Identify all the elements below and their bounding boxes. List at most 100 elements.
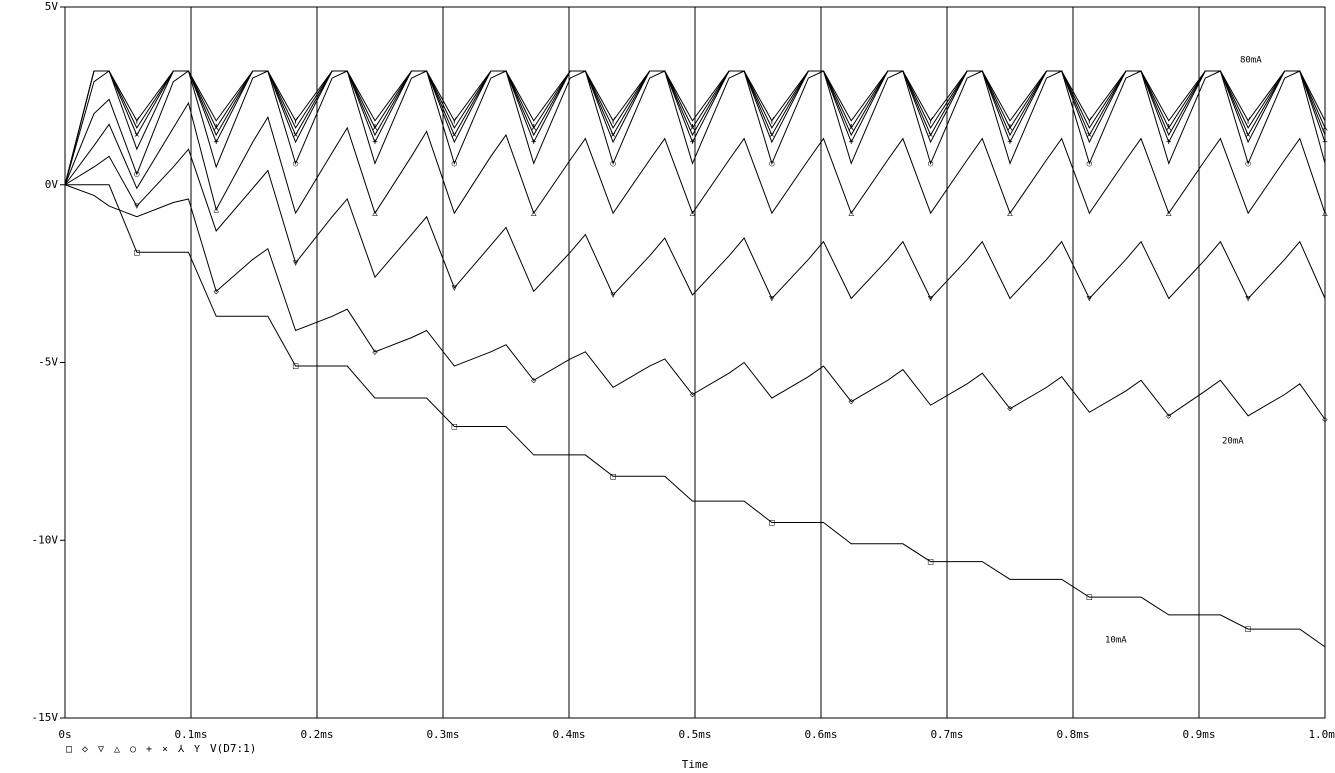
series-marker: □ — [452, 422, 458, 432]
series-marker: □ — [610, 472, 616, 482]
series-marker: △ — [690, 209, 696, 219]
series-marker: ◇ — [1166, 411, 1172, 421]
series-marker: △ — [1166, 209, 1172, 219]
series-marker: × — [928, 130, 933, 140]
legend-marker: ○ — [130, 744, 136, 755]
legend-marker: △ — [114, 744, 120, 755]
series-marker: ◇ — [690, 390, 696, 400]
annotation: 20mA — [1222, 437, 1244, 447]
series-marker: ⅄ — [689, 123, 696, 133]
series-marker: □ — [134, 248, 140, 258]
legend-marker: Y — [194, 744, 200, 755]
series-marker: ◇ — [849, 397, 855, 407]
series-marker: ◇ — [531, 376, 537, 386]
series-marker: Y — [452, 116, 458, 126]
series-marker: ○ — [1245, 159, 1251, 169]
series-marker: × — [134, 130, 139, 140]
y-tick-label: -5V — [38, 356, 58, 369]
series-marker: △ — [1322, 209, 1328, 219]
series-marker: Y — [1087, 116, 1093, 126]
x-tick-label: 0.9ms — [1182, 728, 1215, 741]
series-marker: Y — [1245, 116, 1251, 126]
series-marker: Y — [928, 116, 934, 126]
series-marker: ○ — [293, 159, 299, 169]
legend-label: V(D7:1) — [210, 742, 256, 755]
series-marker: ○ — [928, 159, 934, 169]
series-marker: + — [531, 138, 537, 148]
series-marker: △ — [1007, 209, 1013, 219]
series-marker: + — [1322, 138, 1328, 148]
series-line — [64, 70, 1326, 185]
x-tick-label: 0.5ms — [678, 728, 711, 741]
series-marker: ◇ — [213, 287, 219, 297]
series-marker: × — [1245, 130, 1250, 140]
series-marker: ▽ — [1087, 294, 1093, 304]
series-marker: ⅄ — [847, 123, 854, 133]
x-tick-label: 0.1ms — [174, 728, 207, 741]
series-marker: ▽ — [452, 283, 458, 293]
x-axis-label: Time — [682, 758, 709, 771]
series-marker: □ — [1087, 593, 1093, 603]
series-marker: □ — [1245, 625, 1251, 635]
x-tick-label: 0s — [58, 728, 71, 741]
series-marker: × — [1087, 130, 1092, 140]
annotation: 10mA — [1105, 636, 1127, 646]
series-marker: ▽ — [769, 294, 775, 304]
series-marker: ◇ — [372, 347, 378, 357]
series-marker: ▽ — [1245, 294, 1251, 304]
series-marker: × — [452, 130, 457, 140]
x-tick-label: 0.4ms — [552, 728, 585, 741]
series-marker: Y — [293, 116, 299, 126]
series-marker: ○ — [1087, 159, 1093, 169]
series-marker: △ — [849, 209, 855, 219]
series-marker: □ — [928, 557, 934, 567]
legend-marker: ▽ — [98, 744, 104, 755]
series-marker: ○ — [452, 159, 458, 169]
legend-marker: + — [146, 744, 152, 755]
series-marker: ⅄ — [1165, 123, 1172, 133]
series-marker: × — [610, 130, 615, 140]
series-marker: ○ — [134, 170, 140, 180]
y-tick-label: -10V — [32, 533, 59, 546]
legend-marker: ⅄ — [177, 744, 185, 755]
series-marker: ⅄ — [371, 123, 378, 133]
y-tick-label: -15V — [32, 711, 59, 724]
series-line — [64, 101, 1326, 215]
series-line — [64, 184, 1326, 420]
series-marker: + — [213, 138, 219, 148]
series-marker: ⅄ — [212, 123, 219, 133]
series-marker: □ — [769, 518, 775, 528]
x-tick-label: 0.8ms — [1056, 728, 1089, 741]
series-marker: ◇ — [1322, 415, 1328, 425]
series-marker: ○ — [769, 159, 775, 169]
legend-marker: □ — [66, 744, 72, 755]
series-marker: × — [293, 130, 298, 140]
series-marker: ⅄ — [530, 123, 537, 133]
series-marker: □ — [293, 362, 299, 372]
legend-marker: ◇ — [82, 744, 88, 755]
x-tick-label: 0.6ms — [804, 728, 837, 741]
series-marker: × — [769, 130, 774, 140]
series-marker: △ — [213, 205, 219, 215]
legend-marker: × — [162, 744, 168, 755]
series-marker: ▽ — [928, 294, 934, 304]
series-marker: △ — [372, 209, 378, 219]
annotation: 80mA — [1240, 56, 1262, 66]
series-marker: + — [1166, 138, 1172, 148]
series-marker: △ — [531, 209, 537, 219]
x-tick-label: 0.7ms — [930, 728, 963, 741]
series-marker: + — [690, 138, 696, 148]
x-tick-label: 0.2ms — [300, 728, 333, 741]
x-tick-label: 0.3ms — [426, 728, 459, 741]
series-marker: Y — [769, 116, 775, 126]
series-marker: ▽ — [293, 258, 299, 268]
x-tick-label: 1.0ms — [1308, 728, 1335, 741]
y-tick-label: 0V — [45, 178, 59, 191]
series-marker: + — [372, 138, 378, 148]
series-marker: ◇ — [1007, 404, 1013, 414]
series-marker: ▽ — [134, 202, 140, 212]
series-marker: ⅄ — [1006, 123, 1013, 133]
series-marker: ▽ — [610, 290, 616, 300]
series-line — [65, 184, 1326, 648]
y-tick-label: 5V — [45, 0, 59, 13]
